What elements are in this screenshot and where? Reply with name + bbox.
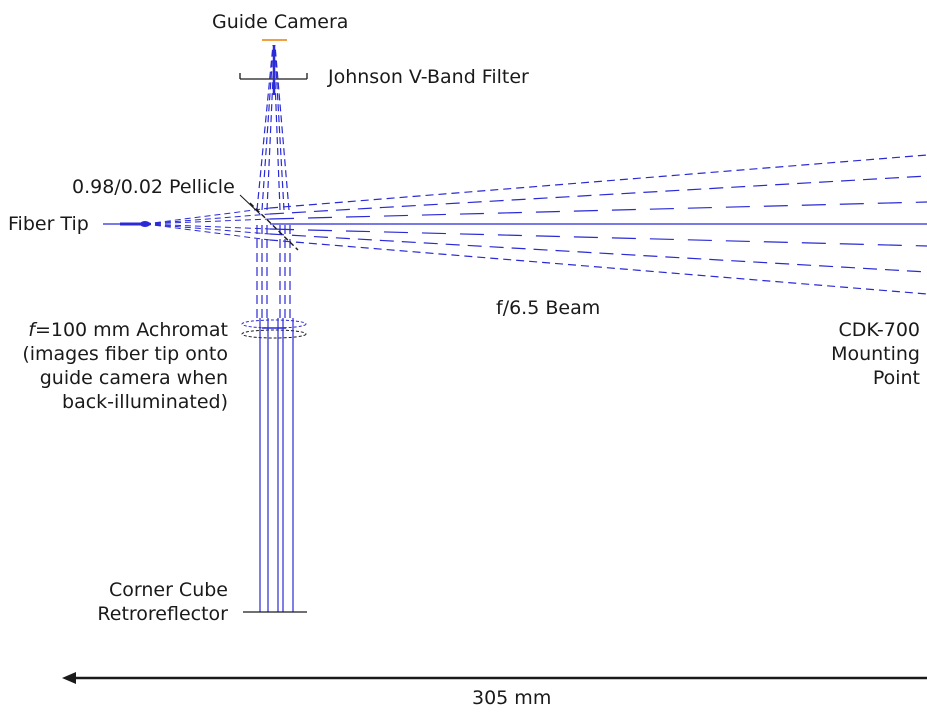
- mount-line-2: Mounting: [831, 343, 920, 365]
- fiber-cone: [144, 207, 271, 241]
- label-beam: f/6.5 Beam: [496, 297, 601, 319]
- label-filter: Johnson V-Band Filter: [328, 66, 529, 88]
- cube-line-2: Retroreflector: [97, 603, 228, 625]
- achromat-line-4: back-illuminated): [62, 391, 228, 413]
- label-mount: CDK-700 Mounting Point: [780, 318, 920, 390]
- achromat-f-symbol: f: [28, 319, 35, 341]
- fiber-tip: [103, 221, 150, 227]
- cube-line-1: Corner Cube: [108, 579, 228, 601]
- achromat-line-1: f=100 mm Achromat: [0, 318, 228, 342]
- label-guide-camera: Guide Camera: [212, 11, 349, 33]
- pellicle-leader: [239, 194, 261, 215]
- achromat-beam: [256, 225, 291, 320]
- mount-line-3: Point: [872, 367, 920, 389]
- dimension-arrow: [62, 672, 927, 684]
- collimated-beam: [259, 318, 294, 612]
- achromat-line-2: (images fiber tip onto: [22, 343, 228, 365]
- guide-camera-beam: [256, 44, 290, 211]
- label-distance: 305 mm: [472, 687, 552, 709]
- label-corner-cube: Corner Cube Retroreflector: [60, 578, 228, 626]
- label-fiber-tip: Fiber Tip: [8, 213, 89, 235]
- label-achromat: f=100 mm Achromat (images fiber tip onto…: [0, 318, 228, 414]
- pellicle: [249, 202, 299, 251]
- label-pellicle: 0.98/0.02 Pellicle: [72, 176, 235, 198]
- mount-line-1: CDK-700: [838, 319, 920, 341]
- achromat-line-3: guide camera when: [39, 367, 228, 389]
- achromat-lens: [241, 319, 307, 339]
- f65-beam: [269, 154, 927, 295]
- achromat-focal: =100 mm Achromat: [34, 319, 228, 341]
